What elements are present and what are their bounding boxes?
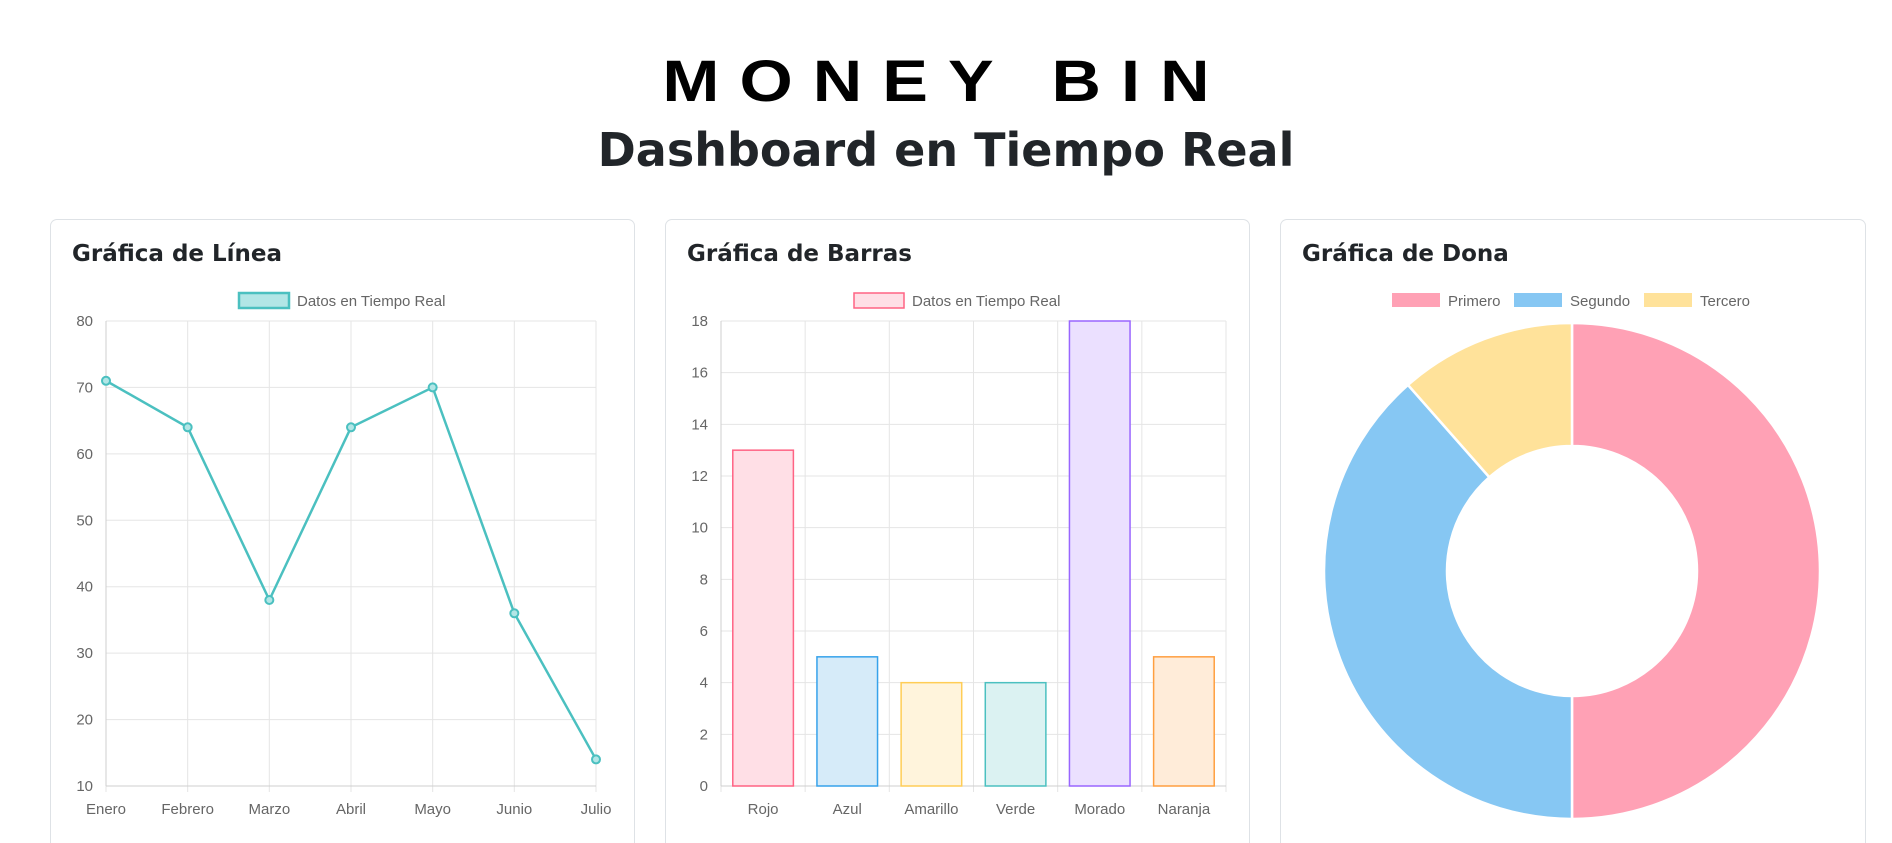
line-chart-title: Gráfica de Línea <box>72 241 283 267</box>
legend-label: Primero <box>1448 293 1501 310</box>
x-tick-label: Verde <box>996 801 1035 818</box>
donut-slice <box>1570 321 1822 821</box>
y-tick-label: 18 <box>691 313 708 330</box>
y-tick-label: 40 <box>76 579 93 596</box>
data-point <box>509 608 520 619</box>
x-tick-label: Marzo <box>248 801 290 818</box>
y-tick-label: 20 <box>76 712 93 729</box>
y-tick-label: 12 <box>691 468 708 485</box>
x-tick-label: Julio <box>581 801 612 818</box>
data-point <box>182 422 193 433</box>
y-tick-label: 0 <box>700 778 708 795</box>
x-tick-label: Abril <box>336 801 366 818</box>
bar <box>984 681 1047 787</box>
legend-swatch <box>1514 293 1562 307</box>
y-tick-label: 8 <box>700 571 708 588</box>
bar <box>1152 656 1215 787</box>
y-tick-label: 4 <box>700 675 708 692</box>
y-tick-label: 10 <box>76 778 93 795</box>
legend-swatch <box>1392 293 1440 307</box>
y-tick-label: 10 <box>691 520 708 537</box>
y-tick-label: 2 <box>700 726 708 743</box>
line-chart-card: Gráfica de Línea Datos en Tiempo Real 10 2… <box>50 219 635 843</box>
x-tick-label: Junio <box>496 801 532 818</box>
bar <box>816 656 879 787</box>
legend-label: Tercero <box>1700 293 1750 310</box>
donut-chart-title: Gráfica de Dona <box>1302 241 1509 267</box>
data-point <box>101 375 111 386</box>
x-tick-label: Amarillo <box>904 801 958 818</box>
brand-logo: MONEY BIN <box>662 49 1230 114</box>
y-tick-label: 6 <box>700 623 708 640</box>
donut-slice <box>1406 321 1574 479</box>
bar <box>732 449 795 787</box>
x-tick-label: Mayo <box>414 801 451 818</box>
legend-swatch <box>1644 293 1692 307</box>
legend-swatch <box>853 292 905 309</box>
bar-chart-card: Gráfica de Barras Datos en Tiempo Real 0 2… <box>665 219 1250 843</box>
data-point <box>346 422 356 433</box>
y-tick-label: 70 <box>76 379 93 396</box>
x-tick-label: Naranja <box>1158 801 1211 818</box>
legend-label: Datos en Tiempo Real <box>912 293 1060 310</box>
legend-label: Segundo <box>1570 293 1630 310</box>
legend-label: Datos en Tiempo Real <box>297 293 445 310</box>
y-tick-label: 14 <box>691 416 708 433</box>
x-tick-label: Febrero <box>161 801 214 818</box>
y-tick-label: 30 <box>76 645 93 662</box>
x-tick-label: Azul <box>833 801 862 818</box>
y-tick-label: 16 <box>691 365 708 382</box>
donut-chart: Primero Segundo Tercero <box>1322 293 1822 821</box>
y-tick-label: 80 <box>76 313 93 330</box>
data-point <box>427 382 438 393</box>
bar-chart: Datos en Tiempo Real 0 2 4 6 8 10 12 14 16 18 Rojo A… <box>691 292 1227 818</box>
legend-swatch <box>237 291 291 310</box>
donut-chart-card: Gráfica de Dona Primero Segundo Tercero <box>1280 219 1866 843</box>
data-point <box>264 595 275 605</box>
x-tick-label: Morado <box>1074 801 1125 818</box>
x-tick-label: Rojo <box>748 801 779 818</box>
donut-slice <box>1322 383 1574 821</box>
bar <box>900 681 963 787</box>
bar-chart-title: Gráfica de Barras <box>687 241 912 267</box>
y-tick-label: 50 <box>76 512 93 529</box>
data-point <box>591 754 601 765</box>
y-tick-label: 60 <box>76 446 93 463</box>
line-chart: Datos en Tiempo Real 10 20 30 40 50 60 70 80 Ener… <box>76 291 612 818</box>
x-tick-label: Enero <box>86 801 126 818</box>
page-title: Dashboard en Tiempo Real <box>597 123 1295 177</box>
bar <box>1068 320 1131 787</box>
